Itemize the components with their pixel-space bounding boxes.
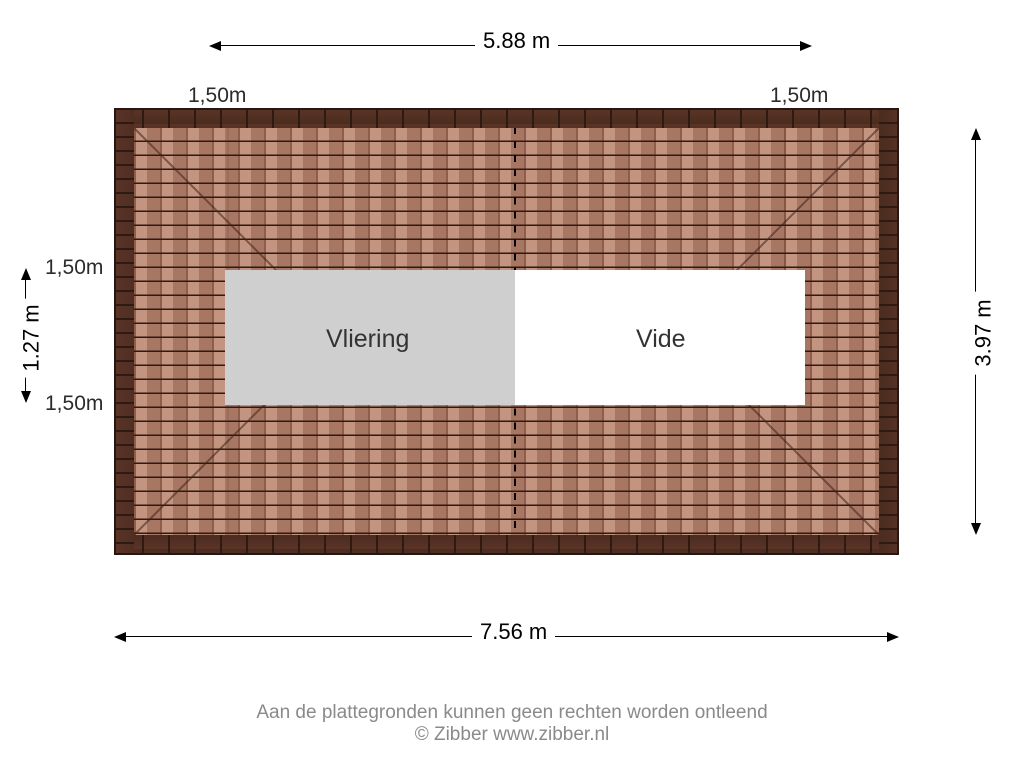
room-vliering-label: Vliering [326, 325, 409, 354]
dim-bottom-arrow-right [887, 632, 899, 642]
height-mark-left-lower: 1,50m [45, 392, 103, 416]
footer-disclaimer: Aan de plattegronden kunnen geen rechten… [0, 702, 1024, 746]
dim-left-arrow-top [21, 268, 31, 280]
dim-top-label: 5.88 m [475, 28, 558, 54]
footer-line1: Aan de plattegronden kunnen geen rechten… [256, 702, 767, 723]
roof-outline: Vliering Vide [114, 108, 899, 555]
floorplan-canvas: Vliering Vide 5.88 m 7.56 m 3.97 m 1.27 … [0, 0, 1024, 768]
height-mark-left-upper: 1,50m [45, 256, 103, 280]
room-vide-label: Vide [636, 325, 686, 354]
dim-left-label: 1.27 m [19, 298, 45, 377]
dim-bottom-label: 7.56 m [472, 619, 555, 645]
roof-ridge-left [116, 110, 134, 553]
dim-bottom-arrow-left [114, 632, 126, 642]
height-mark-top-left: 1,50m [188, 84, 246, 108]
roof-ridge-bottom [116, 535, 897, 553]
dim-right-arrow-top [971, 128, 981, 140]
roof-ridge-right [879, 110, 897, 553]
dim-top-arrow-right [800, 41, 812, 51]
dim-left-arrow-bottom [21, 391, 31, 403]
dim-top-arrow-left [209, 41, 221, 51]
dim-right-label: 3.97 m [971, 291, 997, 374]
height-mark-top-right: 1,50m [770, 84, 828, 108]
roof-ridge-top [116, 110, 897, 128]
dim-right-arrow-bottom [971, 523, 981, 535]
footer-line2: © Zibber www.zibber.nl [415, 724, 610, 745]
